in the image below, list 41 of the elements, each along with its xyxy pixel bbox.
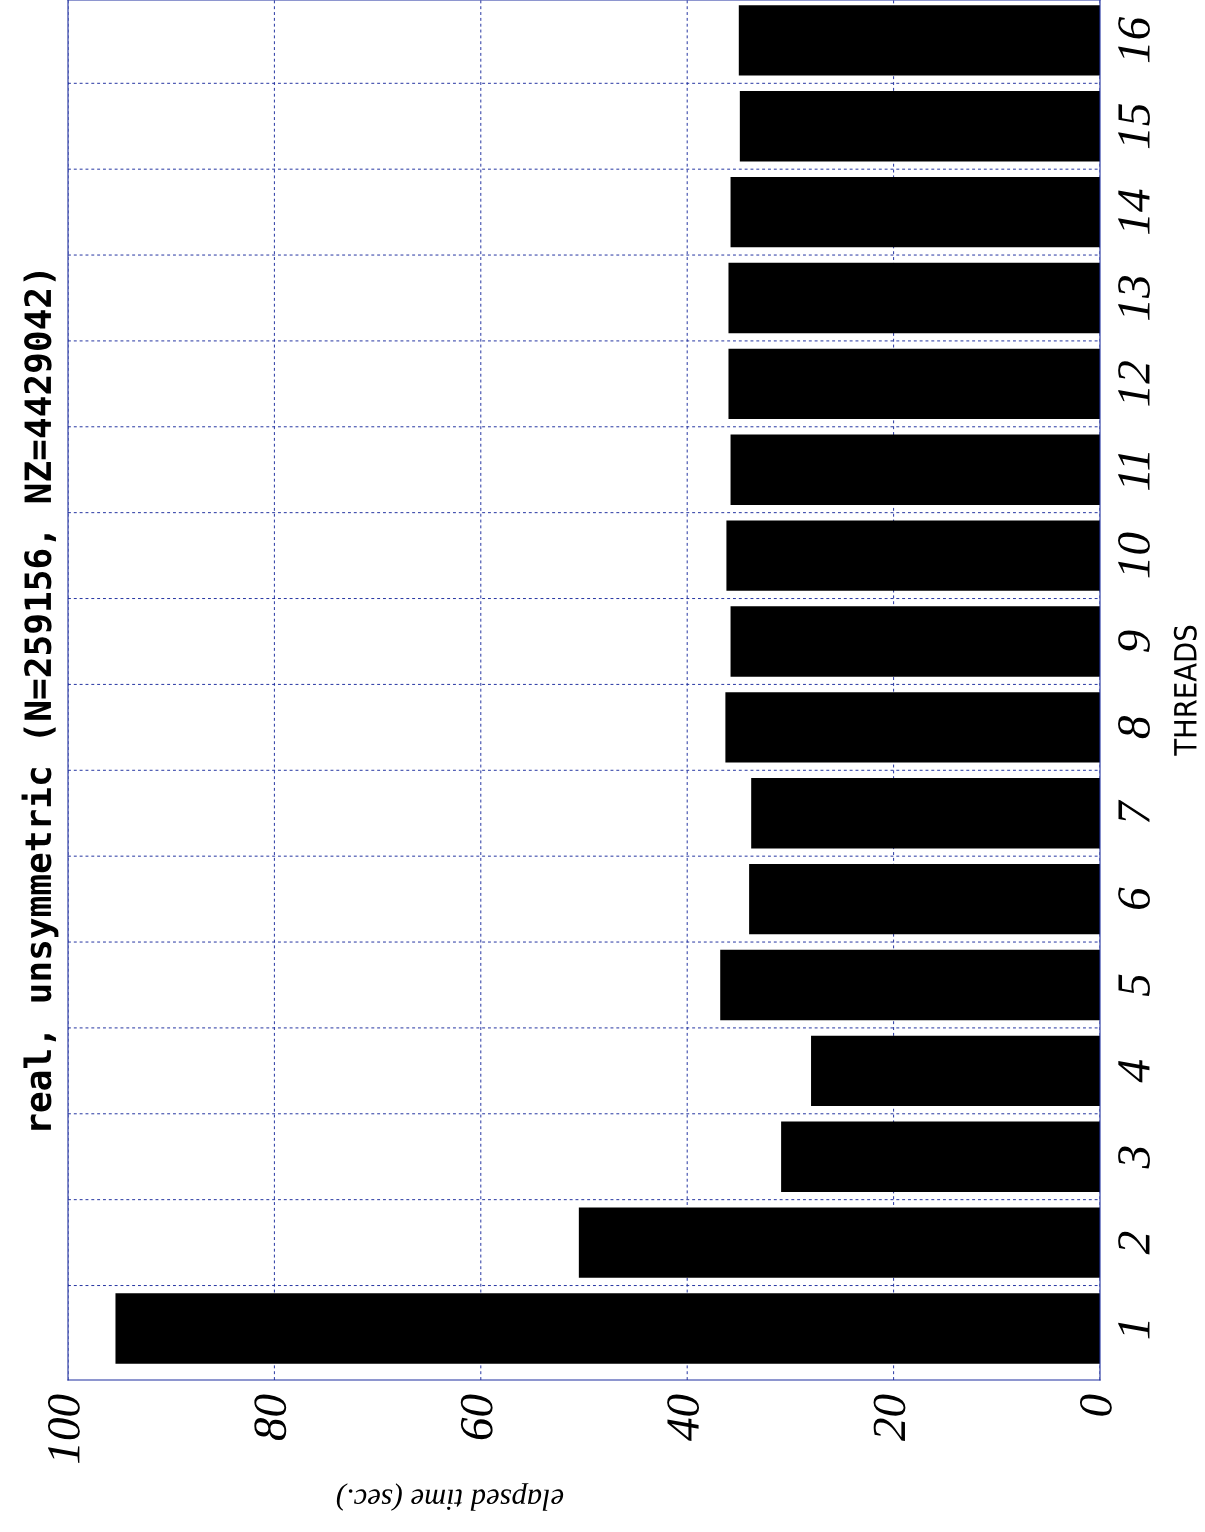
y-tick-label: 10 xyxy=(1118,532,1150,578)
y-tick-label: 16 xyxy=(1118,16,1150,63)
x-tick-label: 100 xyxy=(47,1394,80,1464)
bar xyxy=(115,1293,1100,1364)
x-tick-label: 0 xyxy=(1079,1394,1112,1416)
bar xyxy=(730,606,1100,677)
y-tick-label: 14 xyxy=(1118,189,1150,235)
y-tick-label: 15 xyxy=(1118,104,1150,149)
x-tick-label: 60 xyxy=(460,1394,493,1440)
y-tick-label: 3 xyxy=(1118,1146,1150,1169)
bar xyxy=(728,348,1100,420)
bar xyxy=(730,434,1100,505)
y-tick-label: 12 xyxy=(1118,361,1150,406)
y-tick-label: 11 xyxy=(1118,452,1150,490)
bar xyxy=(725,692,1100,763)
y-tick-label: 13 xyxy=(1118,276,1150,320)
bar xyxy=(738,5,1100,76)
y-tick-label: 6 xyxy=(1118,887,1150,909)
x-axis-title: elapsed time (sec.) xyxy=(336,1483,564,1511)
y-tick-label: 7 xyxy=(1118,799,1150,823)
bar xyxy=(720,949,1100,1021)
x-tick-label: 80 xyxy=(254,1394,287,1441)
y-axis-title: THREADS xyxy=(1173,625,1197,756)
y-tick-label: 1 xyxy=(1118,1321,1150,1339)
bar xyxy=(811,1035,1100,1107)
y-tick-label: 5 xyxy=(1118,974,1150,997)
x-tick-label: 40 xyxy=(667,1394,700,1441)
bar xyxy=(781,1121,1100,1192)
y-tick-label: 9 xyxy=(1118,630,1150,652)
bar xyxy=(749,863,1100,935)
bar xyxy=(728,262,1100,334)
y-tick-label: 2 xyxy=(1118,1231,1150,1255)
bar xyxy=(730,176,1100,248)
x-tick-label: 20 xyxy=(873,1394,906,1442)
text: real, unsymmetric (N=259156, NZ=4429042) xyxy=(21,271,59,1130)
bar xyxy=(726,520,1100,591)
y-tick-label: 8 xyxy=(1118,716,1150,739)
bar xyxy=(739,91,1100,162)
bar xyxy=(578,1207,1100,1278)
bar xyxy=(751,778,1100,849)
y-tick-label: 4 xyxy=(1118,1060,1150,1083)
